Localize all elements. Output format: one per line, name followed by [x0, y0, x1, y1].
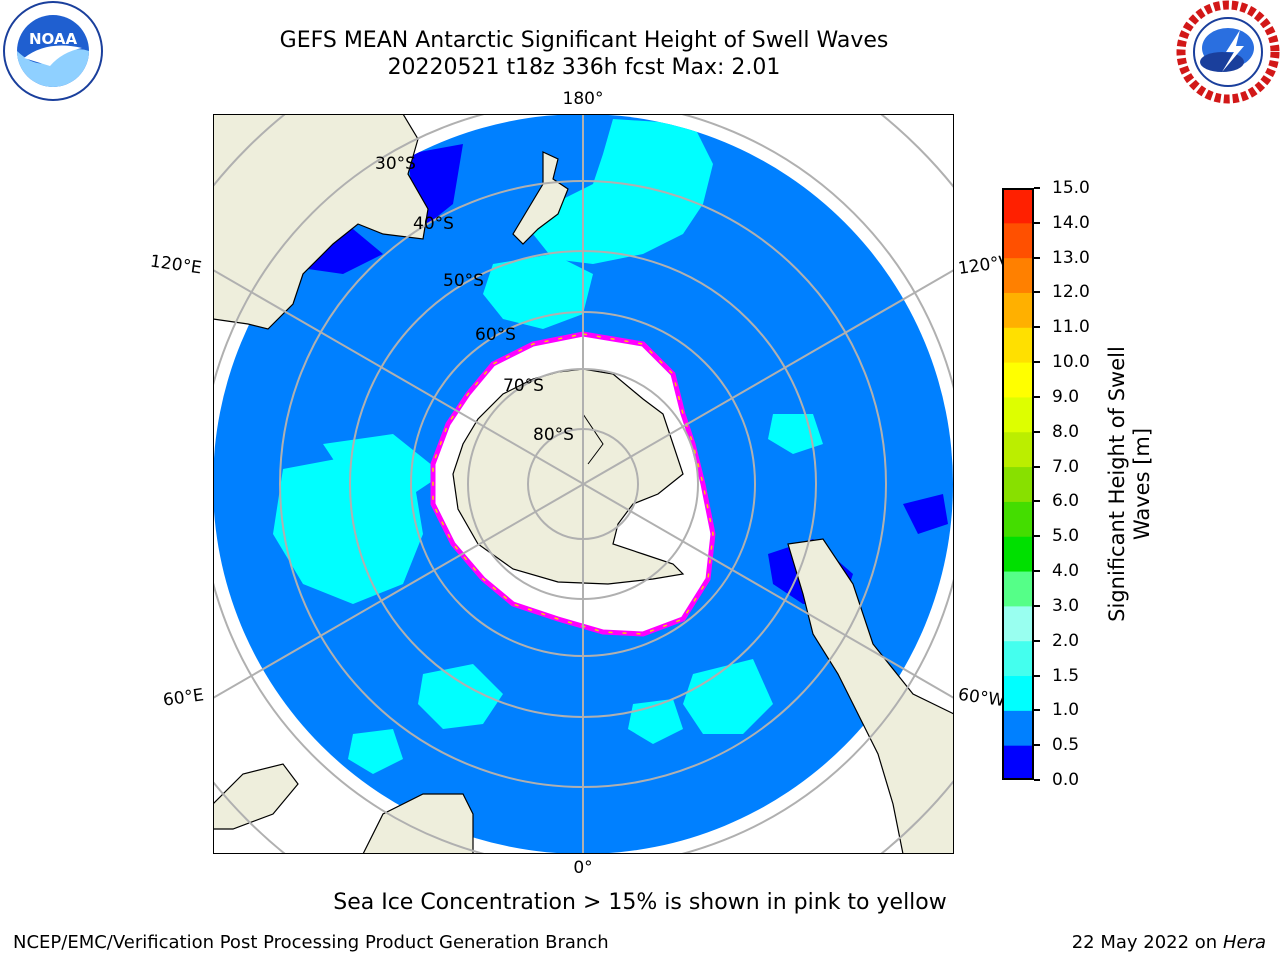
africa-land [362, 793, 474, 854]
colorbar-tick-label: 7.0 [1052, 456, 1080, 477]
antarctica-land [452, 368, 685, 585]
colorbar-label: Significant Height of Swell Waves [m] [1105, 346, 1154, 622]
australia-land [213, 114, 429, 330]
footer-org: NCEP/EMC/Verification Post Processing Pr… [13, 932, 609, 953]
lat-label-40s: 40°S [413, 214, 454, 234]
colorbar-tick-mark [1034, 570, 1040, 573]
colorbar-swatch [1002, 222, 1034, 259]
colorbar-swatch [1002, 640, 1034, 677]
polar-map: 30°S 40°S 50°S 60°S 70°S 80°S [213, 114, 954, 854]
lon-label-120e: 120°E [148, 251, 203, 279]
colorbar-tick-mark [1034, 256, 1040, 259]
lon-label-60e: 60°E [161, 685, 206, 711]
colorbar-tick-label: 4.0 [1052, 561, 1080, 582]
new-zealand-land [512, 151, 569, 245]
national-weather-service-logo [1176, 0, 1280, 104]
colorbar-tick-mark [1034, 291, 1040, 294]
colorbar-swatch [1002, 745, 1034, 780]
lon-label-60w: 60°W [956, 684, 1007, 712]
graticule [213, 114, 954, 854]
colorbar-tick-mark [1034, 326, 1040, 329]
colorbar-tick-label: 8.0 [1052, 421, 1080, 442]
colorbar-tick-mark [1034, 430, 1040, 433]
lat-label-80s: 80°S [533, 425, 574, 445]
colorbar-swatch [1002, 257, 1034, 293]
chart-title: GEFS MEAN Antarctic Significant Height o… [279, 28, 889, 53]
colorbar [1002, 188, 1034, 780]
colorbar-tick-mark [1034, 395, 1040, 398]
colorbar-tick-mark [1034, 500, 1040, 503]
colorbar-tick-label: 15.0 [1052, 178, 1090, 198]
colorbar-swatch [1002, 675, 1034, 711]
colorbar-tick-label: 0.5 [1052, 735, 1080, 756]
noaa-logo: NOAA [3, 1, 103, 101]
colorbar-tick-label: 3.0 [1052, 595, 1080, 616]
colorbar-tick-mark [1034, 709, 1040, 712]
lat-label-50s: 50°S [443, 271, 484, 291]
lat-label-60s: 60°S [475, 325, 516, 345]
colorbar-tick-label: 9.0 [1052, 386, 1080, 407]
colorbar-tick-label: 12.0 [1052, 282, 1090, 303]
chart-subtitle: 20220521 t18z 336h fcst Max: 2.01 [387, 55, 781, 80]
colorbar-tick-label: 0.0 [1052, 770, 1080, 790]
colorbar-swatch [1002, 188, 1034, 224]
colorbar-swatch [1002, 605, 1034, 642]
lon-label-0: 0° [573, 858, 593, 878]
lat-label-30s: 30°S [375, 154, 416, 174]
colorbar-swatch [1002, 362, 1034, 398]
colorbar-tick-label: 5.0 [1052, 526, 1080, 547]
south-america-land [787, 538, 954, 854]
colorbar-tick-mark [1034, 604, 1040, 607]
colorbar-tick-label: 1.0 [1052, 700, 1080, 721]
colorbar-swatch [1002, 536, 1034, 572]
lon-label-180: 180° [562, 89, 604, 109]
colorbar-tick-label: 10.0 [1052, 352, 1090, 373]
colorbar-swatch [1002, 292, 1034, 328]
svg-text:NOAA: NOAA [29, 30, 78, 48]
colorbar-tick-mark [1034, 639, 1040, 642]
colorbar-tick-mark [1034, 465, 1040, 468]
colorbar-swatch [1002, 501, 1034, 537]
colorbar-swatch [1002, 327, 1034, 363]
colorbar-tick-label: 1.5 [1052, 665, 1080, 686]
colorbar-tick-label: 11.0 [1052, 317, 1090, 338]
sea-ice-caption: Sea Ice Concentration > 15% is shown in … [333, 890, 947, 915]
colorbar-tick-mark [1034, 187, 1040, 189]
footer-machine: Hera [1222, 932, 1266, 953]
colorbar-tick-mark [1034, 535, 1040, 538]
colorbar-tick-mark [1034, 361, 1040, 364]
lat-label-70s: 70°S [503, 376, 544, 396]
colorbar-tick-label: 14.0 [1052, 212, 1090, 233]
colorbar-tick-label: 6.0 [1052, 491, 1080, 512]
colorbar-tick-mark [1034, 744, 1040, 747]
colorbar-tick-mark [1034, 221, 1040, 224]
colorbar-tick-label: 13.0 [1052, 247, 1090, 268]
colorbar-tick-mark [1034, 779, 1040, 781]
colorbar-swatch [1002, 396, 1034, 433]
colorbar-swatch [1002, 466, 1034, 502]
colorbar-tick-label: 2.0 [1052, 630, 1080, 651]
colorbar-swatch [1002, 571, 1034, 607]
colorbar-swatch [1002, 431, 1034, 468]
colorbar-swatch [1002, 710, 1034, 746]
footer-date: 22 May 2022 on Hera [1071, 932, 1266, 953]
colorbar-tick-mark [1034, 674, 1040, 677]
